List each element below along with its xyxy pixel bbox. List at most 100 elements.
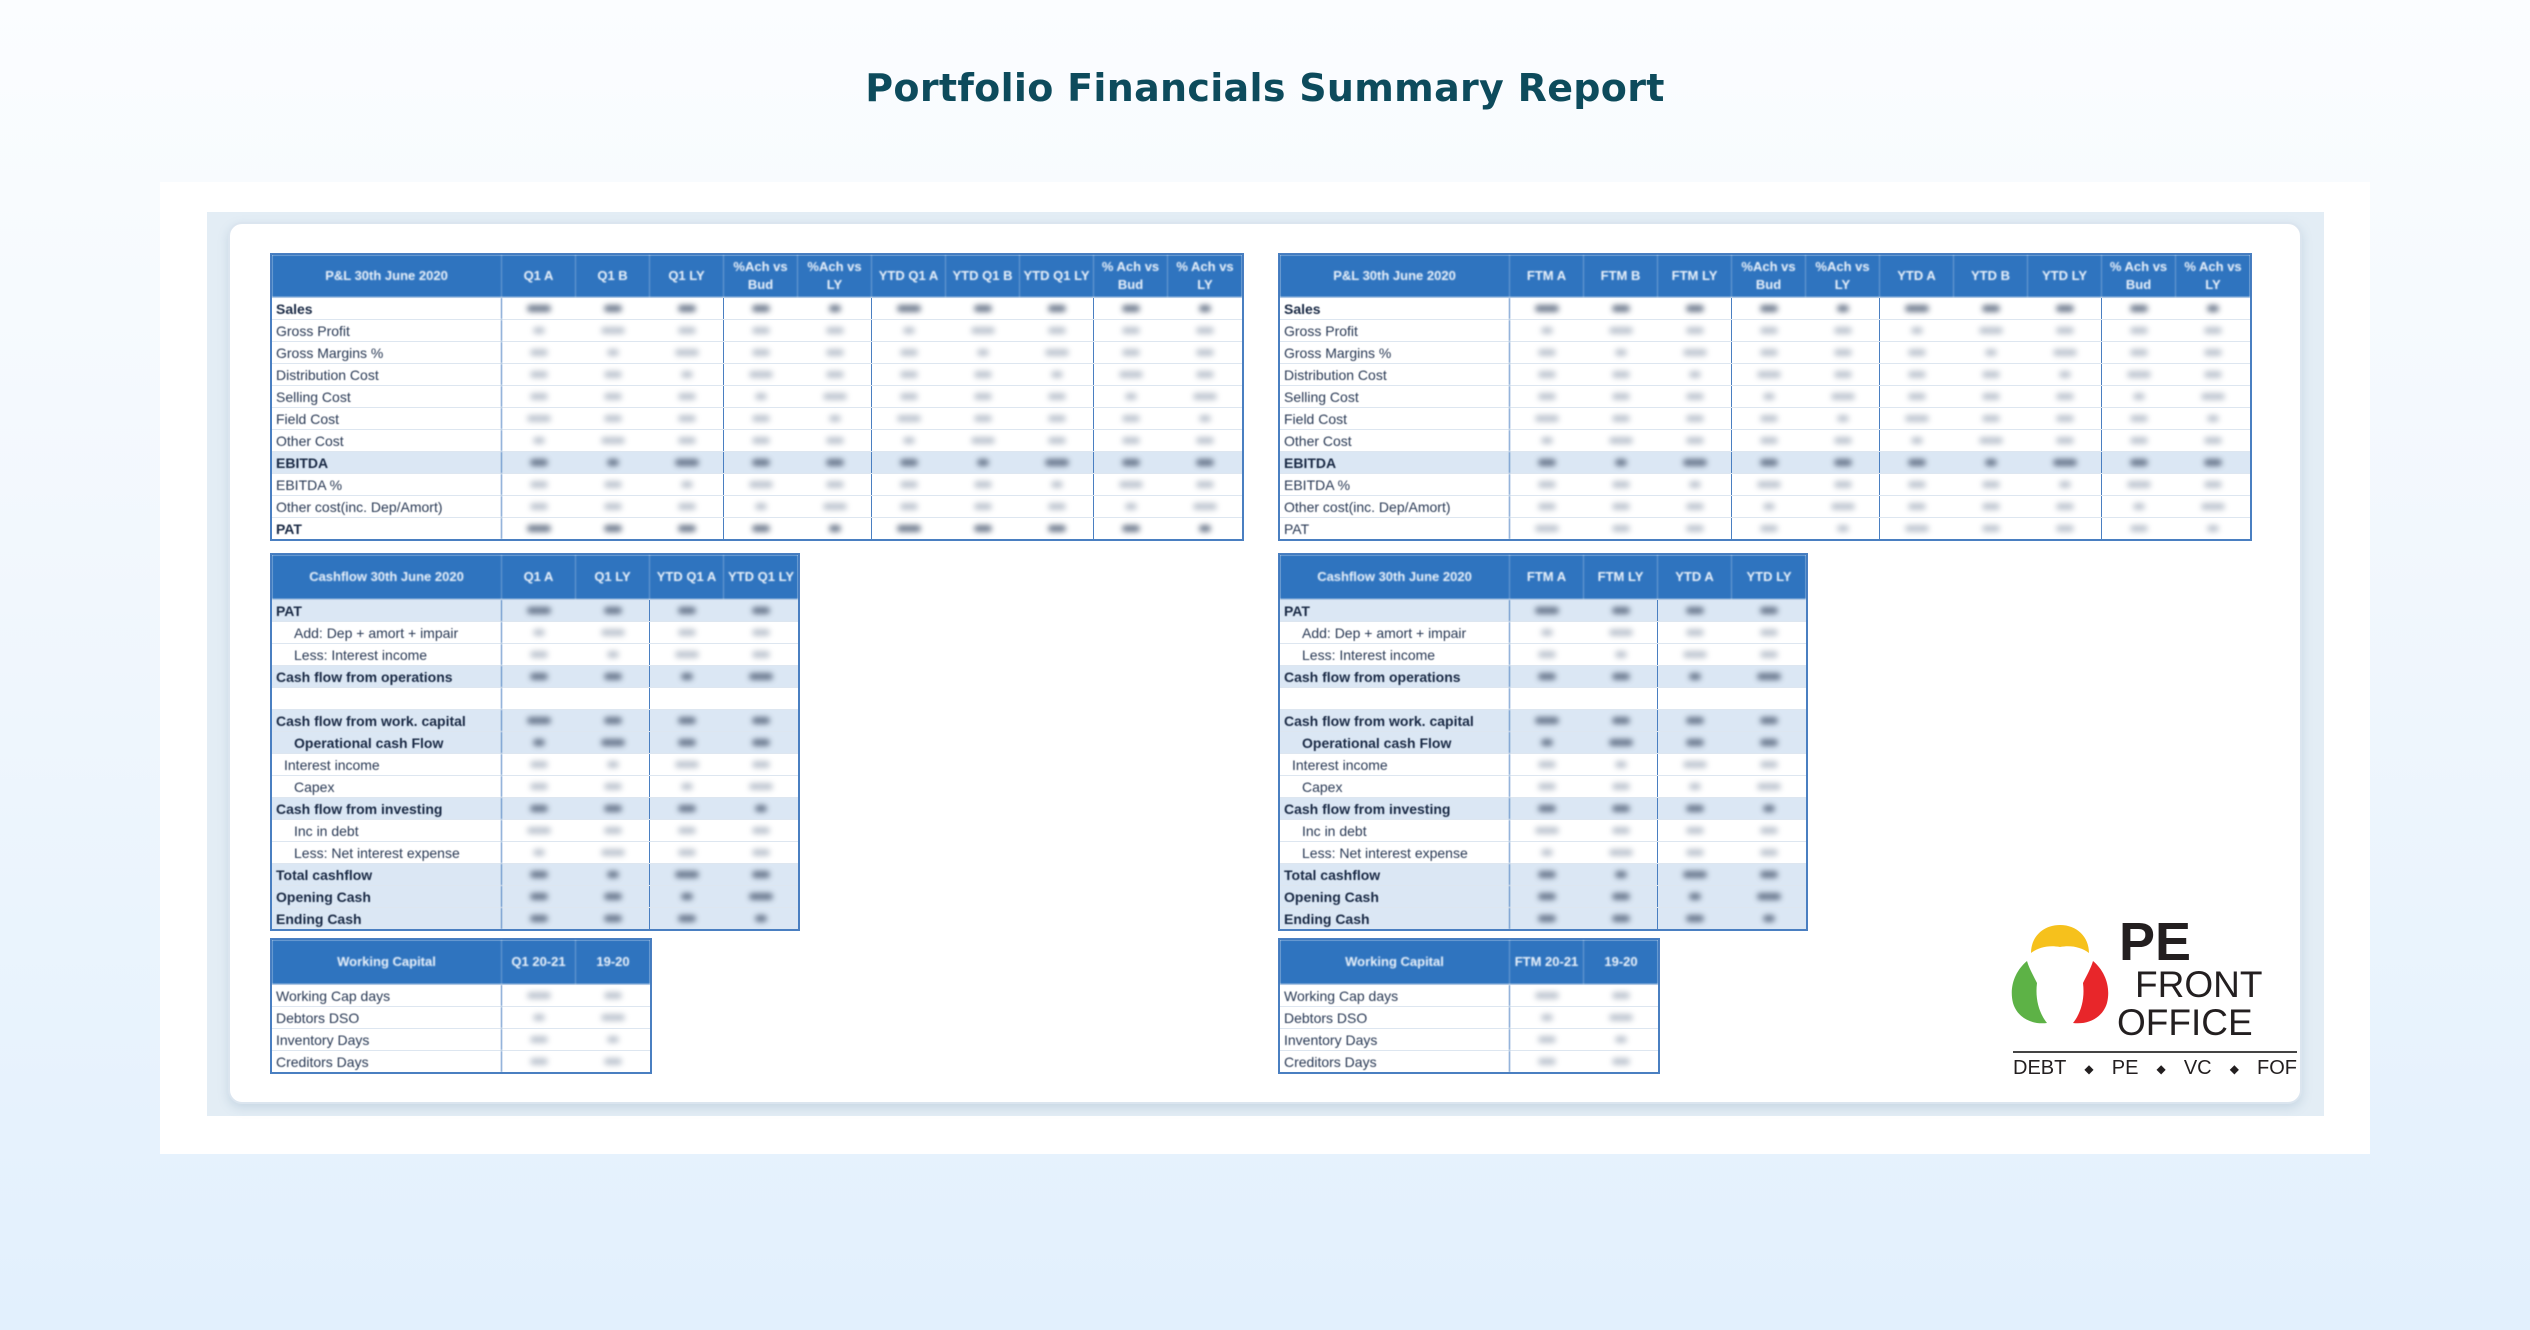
logo-word-pe: PE bbox=[2119, 912, 2192, 972]
column-header: YTD Q1 LY bbox=[1020, 255, 1094, 297]
blurred-value bbox=[1954, 364, 2028, 385]
tagline-pe: PE bbox=[2111, 1057, 2139, 1079]
blurred-value bbox=[502, 798, 576, 819]
blurred-value bbox=[798, 496, 872, 517]
blurred-value bbox=[1584, 688, 1658, 709]
redacted-number bbox=[527, 607, 551, 614]
blurred-value bbox=[1658, 408, 1732, 429]
redacted-number bbox=[825, 349, 844, 356]
redacted-number bbox=[1757, 371, 1781, 378]
blurred-value bbox=[502, 666, 576, 687]
redacted-number bbox=[1609, 327, 1633, 334]
row-label: Inventory Days bbox=[1280, 1029, 1510, 1050]
redacted-number bbox=[825, 437, 844, 444]
redacted-number bbox=[1611, 607, 1630, 614]
blurred-value bbox=[1658, 688, 1732, 709]
redacted-number bbox=[1047, 437, 1066, 444]
redacted-number bbox=[1612, 503, 1630, 510]
logo-mark-icon bbox=[2011, 925, 2109, 1024]
diamond-icon: ◆ bbox=[2084, 1061, 2094, 1076]
redacted-number bbox=[533, 327, 545, 334]
column-header: FTM B bbox=[1584, 255, 1658, 297]
blurred-value bbox=[502, 452, 576, 473]
redacted-number bbox=[752, 761, 770, 768]
blurred-value bbox=[1584, 364, 1658, 385]
redacted-number bbox=[1757, 783, 1781, 790]
blurred-value bbox=[576, 754, 650, 775]
blurred-value bbox=[1510, 496, 1584, 517]
redacted-number bbox=[755, 915, 767, 922]
redacted-number bbox=[1044, 459, 1069, 466]
blurred-value bbox=[576, 1007, 650, 1028]
row-label: Other Cost bbox=[1280, 430, 1510, 451]
redacted-number bbox=[1688, 371, 1701, 378]
redacted-number bbox=[678, 607, 696, 614]
redacted-number bbox=[2130, 525, 2148, 532]
redacted-number bbox=[752, 871, 770, 878]
blurred-value bbox=[576, 908, 650, 929]
redacted-number bbox=[1833, 459, 1852, 466]
redacted-number bbox=[1682, 349, 1707, 356]
blurred-value bbox=[650, 754, 724, 775]
row-label: Sales bbox=[272, 298, 502, 319]
redacted-number bbox=[1538, 783, 1556, 790]
column-header: Q1 A bbox=[502, 555, 576, 599]
blurred-value bbox=[1020, 386, 1094, 407]
blurred-value bbox=[1880, 474, 1954, 495]
blurred-value bbox=[502, 386, 576, 407]
logo-divider bbox=[2013, 1051, 2297, 1053]
redacted-number bbox=[974, 525, 992, 532]
blurred-value bbox=[2102, 364, 2176, 385]
blurred-value bbox=[1658, 754, 1732, 775]
table-row bbox=[1280, 687, 1806, 709]
redacted-number bbox=[606, 871, 619, 878]
blurred-value bbox=[2102, 320, 2176, 341]
redacted-number bbox=[601, 1014, 625, 1021]
redacted-number bbox=[678, 717, 696, 724]
row-label: Opening Cash bbox=[272, 886, 502, 907]
redacted-number bbox=[752, 437, 770, 444]
blurred-value bbox=[1732, 386, 1806, 407]
blurred-value bbox=[724, 908, 798, 929]
redacted-number bbox=[752, 629, 770, 636]
blurred-value bbox=[502, 886, 576, 907]
logo-word-office: OFFICE bbox=[2117, 1002, 2253, 1043]
redacted-number bbox=[752, 525, 770, 532]
redacted-number bbox=[1535, 415, 1559, 422]
blurred-value bbox=[650, 732, 724, 753]
blurred-value bbox=[502, 776, 576, 797]
row-label: Working Cap days bbox=[272, 985, 502, 1006]
redacted-number bbox=[2130, 327, 2148, 334]
blurred-value bbox=[1168, 320, 1242, 341]
redacted-number bbox=[1833, 349, 1852, 356]
redacted-number bbox=[1612, 371, 1630, 378]
blurred-value bbox=[1510, 320, 1584, 341]
table-header: P&L 30th June 2020 Q1 A Q1 B Q1 LY %Ach vs B… bbox=[272, 255, 1242, 297]
blurred-value bbox=[1880, 320, 1954, 341]
blurred-value bbox=[1658, 842, 1732, 863]
blurred-value bbox=[1732, 908, 1806, 929]
redacted-number bbox=[1908, 371, 1926, 378]
redacted-number bbox=[1686, 717, 1704, 724]
redacted-number bbox=[527, 525, 551, 532]
redacted-number bbox=[2055, 503, 2074, 510]
row-label: Gross Profit bbox=[1280, 320, 1510, 341]
blurred-value bbox=[1094, 518, 1168, 539]
redacted-number bbox=[1833, 481, 1852, 488]
blurred-value bbox=[946, 474, 1020, 495]
column-header: % Ach vs Bud bbox=[1094, 255, 1168, 297]
redacted-number bbox=[1685, 437, 1704, 444]
blurred-value bbox=[1732, 820, 1806, 841]
redacted-number bbox=[2130, 305, 2148, 312]
redacted-number bbox=[2204, 349, 2222, 356]
redacted-number bbox=[1122, 327, 1140, 334]
blurred-value bbox=[1954, 342, 2028, 363]
redacted-number bbox=[678, 739, 696, 746]
blurred-value bbox=[946, 364, 1020, 385]
table-row: Selling Cost bbox=[272, 385, 1242, 407]
blurred-value bbox=[1584, 710, 1658, 731]
column-header: FTM A bbox=[1510, 255, 1584, 297]
blurred-value bbox=[1584, 320, 1658, 341]
redacted-number bbox=[2204, 437, 2222, 444]
blurred-value bbox=[1658, 886, 1732, 907]
